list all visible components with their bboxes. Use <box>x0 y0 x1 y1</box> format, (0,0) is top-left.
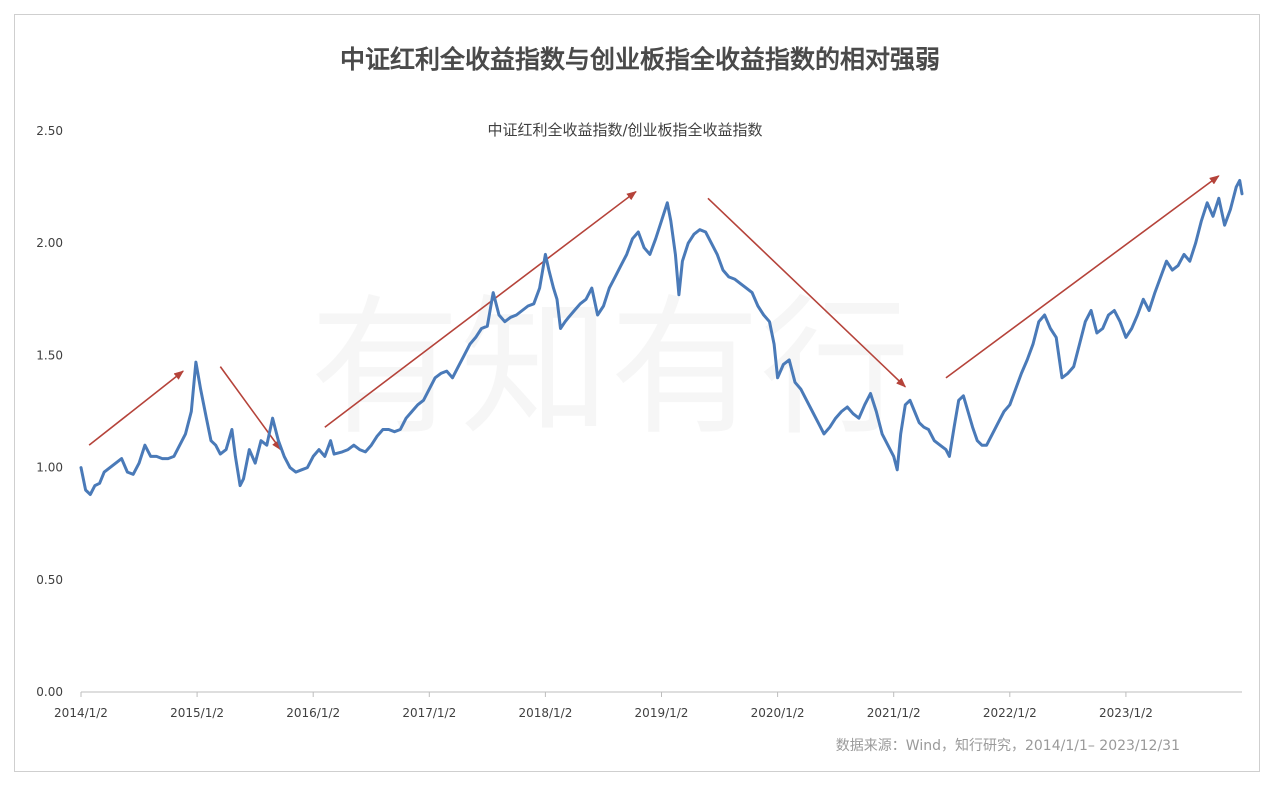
trend-arrow <box>707 197 907 388</box>
trend-arrow <box>88 370 184 446</box>
trend-arrow <box>945 175 1220 379</box>
x-tick-label: 2020/1/2 <box>751 706 805 720</box>
y-tick-label: 2.00 <box>36 236 63 250</box>
x-tick-label: 2017/1/2 <box>402 706 456 720</box>
series-line <box>79 178 1244 496</box>
chart-frame <box>14 14 1260 772</box>
x-tick-label: 2021/1/2 <box>867 706 921 720</box>
chart-title: 中证红利全收益指数与创业板指全收益指数的相对强弱 <box>339 45 940 74</box>
y-tick-label: 1.00 <box>36 461 63 475</box>
source-note: 数据来源：Wind，知行研究，2014/1/1– 2023/12/31 <box>835 738 1180 754</box>
x-tick-label: 2014/1/2 <box>54 706 108 720</box>
series-caption: 中证红利全收益指数/创业板指全收益指数 <box>487 121 763 139</box>
x-tick-label: 2018/1/2 <box>518 706 572 720</box>
x-tick-label: 2022/1/2 <box>983 706 1037 720</box>
trend-arrow <box>324 190 637 428</box>
x-tick-label: 2015/1/2 <box>170 706 224 720</box>
x-tick-label: 2019/1/2 <box>635 706 689 720</box>
y-tick-label: 2.50 <box>36 124 63 138</box>
y-tick-label: 0.50 <box>36 573 63 587</box>
x-tick-label: 2016/1/2 <box>286 706 340 720</box>
y-tick-label: 1.50 <box>36 348 63 362</box>
trend-arrow <box>219 366 282 451</box>
x-tick-label: 2023/1/2 <box>1099 706 1153 720</box>
y-tick-label: 0.00 <box>36 685 63 699</box>
